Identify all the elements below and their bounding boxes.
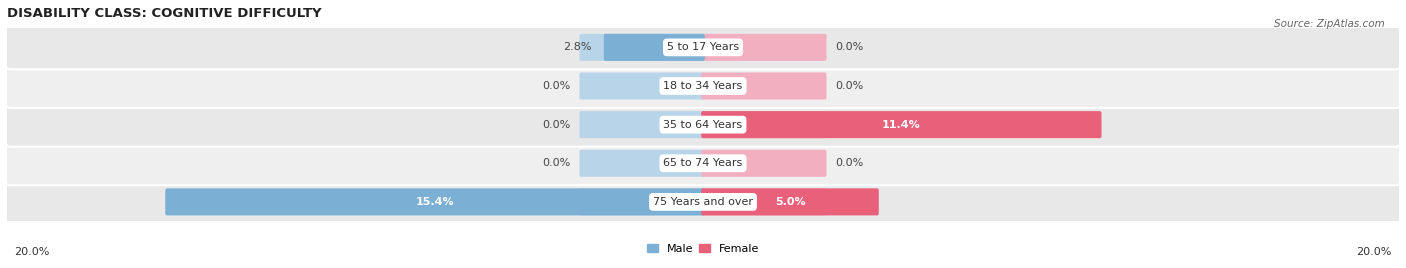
FancyBboxPatch shape	[579, 72, 704, 99]
Text: 0.0%: 0.0%	[543, 81, 571, 91]
Text: Source: ZipAtlas.com: Source: ZipAtlas.com	[1274, 19, 1385, 29]
Text: 0.0%: 0.0%	[835, 42, 863, 52]
Text: 0.0%: 0.0%	[543, 120, 571, 130]
FancyBboxPatch shape	[702, 111, 1101, 138]
FancyBboxPatch shape	[603, 34, 704, 61]
FancyBboxPatch shape	[702, 34, 827, 61]
FancyBboxPatch shape	[579, 34, 704, 61]
FancyBboxPatch shape	[579, 111, 704, 138]
Text: 75 Years and over: 75 Years and over	[652, 197, 754, 207]
Text: 0.0%: 0.0%	[835, 158, 863, 168]
Text: 65 to 74 Years: 65 to 74 Years	[664, 158, 742, 168]
Text: 5 to 17 Years: 5 to 17 Years	[666, 42, 740, 52]
FancyBboxPatch shape	[6, 64, 1400, 108]
Text: 0.0%: 0.0%	[835, 81, 863, 91]
Text: 5.0%: 5.0%	[775, 197, 806, 207]
FancyBboxPatch shape	[6, 141, 1400, 185]
Text: 15.4%: 15.4%	[416, 197, 454, 207]
FancyBboxPatch shape	[702, 188, 879, 215]
Text: 20.0%: 20.0%	[14, 247, 49, 257]
Text: 11.4%: 11.4%	[882, 120, 921, 130]
FancyBboxPatch shape	[579, 188, 704, 215]
FancyBboxPatch shape	[702, 150, 827, 177]
FancyBboxPatch shape	[6, 103, 1400, 147]
FancyBboxPatch shape	[702, 188, 827, 215]
FancyBboxPatch shape	[6, 25, 1400, 69]
Text: DISABILITY CLASS: COGNITIVE DIFFICULTY: DISABILITY CLASS: COGNITIVE DIFFICULTY	[7, 7, 322, 20]
FancyBboxPatch shape	[6, 180, 1400, 224]
Text: 0.0%: 0.0%	[543, 158, 571, 168]
Text: 2.8%: 2.8%	[564, 42, 592, 52]
FancyBboxPatch shape	[579, 150, 704, 177]
Legend: Male, Female: Male, Female	[643, 239, 763, 258]
FancyBboxPatch shape	[166, 188, 704, 215]
Text: 35 to 64 Years: 35 to 64 Years	[664, 120, 742, 130]
Text: 18 to 34 Years: 18 to 34 Years	[664, 81, 742, 91]
FancyBboxPatch shape	[702, 72, 827, 99]
Text: 20.0%: 20.0%	[1357, 247, 1392, 257]
FancyBboxPatch shape	[702, 111, 827, 138]
